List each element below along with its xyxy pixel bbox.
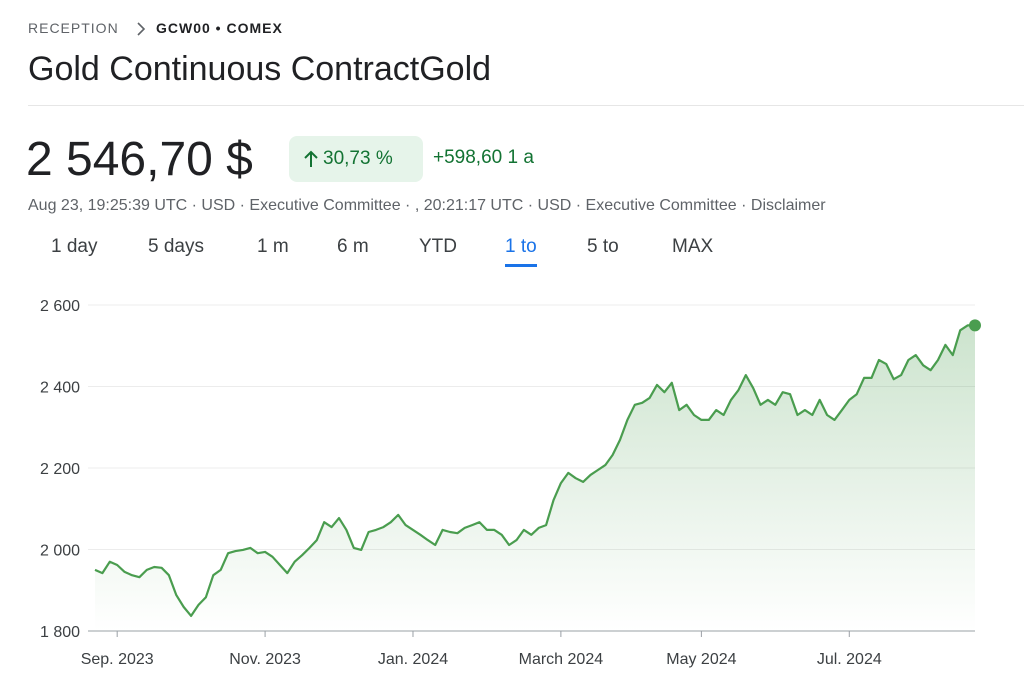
range-tab[interactable]: 6 m (337, 236, 369, 257)
area-fill (95, 325, 975, 631)
y-tick-label: 2 400 (40, 380, 80, 397)
x-tick-label: Jul. 2024 (817, 651, 882, 668)
range-tab[interactable]: 5 days (148, 236, 204, 257)
breadcrumb-root[interactable]: RECEPTION (28, 20, 119, 36)
range-tab[interactable]: MAX (672, 236, 714, 257)
range-tab[interactable]: 5 to (587, 236, 619, 257)
range-tab[interactable]: 1 day (51, 236, 98, 257)
last-point (969, 319, 981, 332)
page-title: Gold Continuous ContractGold (28, 50, 492, 88)
divider (28, 105, 1024, 106)
range-tab[interactable]: 1 m (257, 236, 289, 257)
change-abs: +598,60 1 a (433, 147, 534, 168)
x-tick-label: May 2024 (666, 651, 736, 668)
x-tick-label: March 2024 (519, 651, 604, 668)
up-arrow-icon (304, 150, 318, 167)
y-tick-label: 2 000 (40, 543, 80, 560)
chart: 1 800 2 000 2 200 2 400 2 600 Sep. 2023 Nov. 2… (40, 298, 981, 668)
change-badge: 30,73 % (289, 136, 423, 182)
y-tick-label: 1 800 (40, 624, 80, 641)
x-tick-label: Nov. 2023 (229, 651, 301, 668)
change-percent: 30,73 % (323, 148, 393, 169)
range-tab[interactable]: 1 to (505, 236, 537, 267)
price: 2 546,70 $ (26, 133, 253, 186)
range-tab[interactable]: YTD (419, 236, 457, 257)
timestamp: Aug 23, 19:25:39 UTC · USD · Executive C… (28, 197, 826, 214)
x-tick-label: Sep. 2023 (81, 651, 154, 668)
price-line (94, 324, 975, 617)
x-tick-label: Jan. 2024 (378, 651, 448, 668)
y-tick-label: 2 600 (40, 298, 80, 315)
breadcrumb-symbol: GCW00 • COMEX (156, 20, 283, 36)
y-tick-label: 2 200 (40, 461, 80, 478)
chevron-icon (137, 22, 146, 36)
